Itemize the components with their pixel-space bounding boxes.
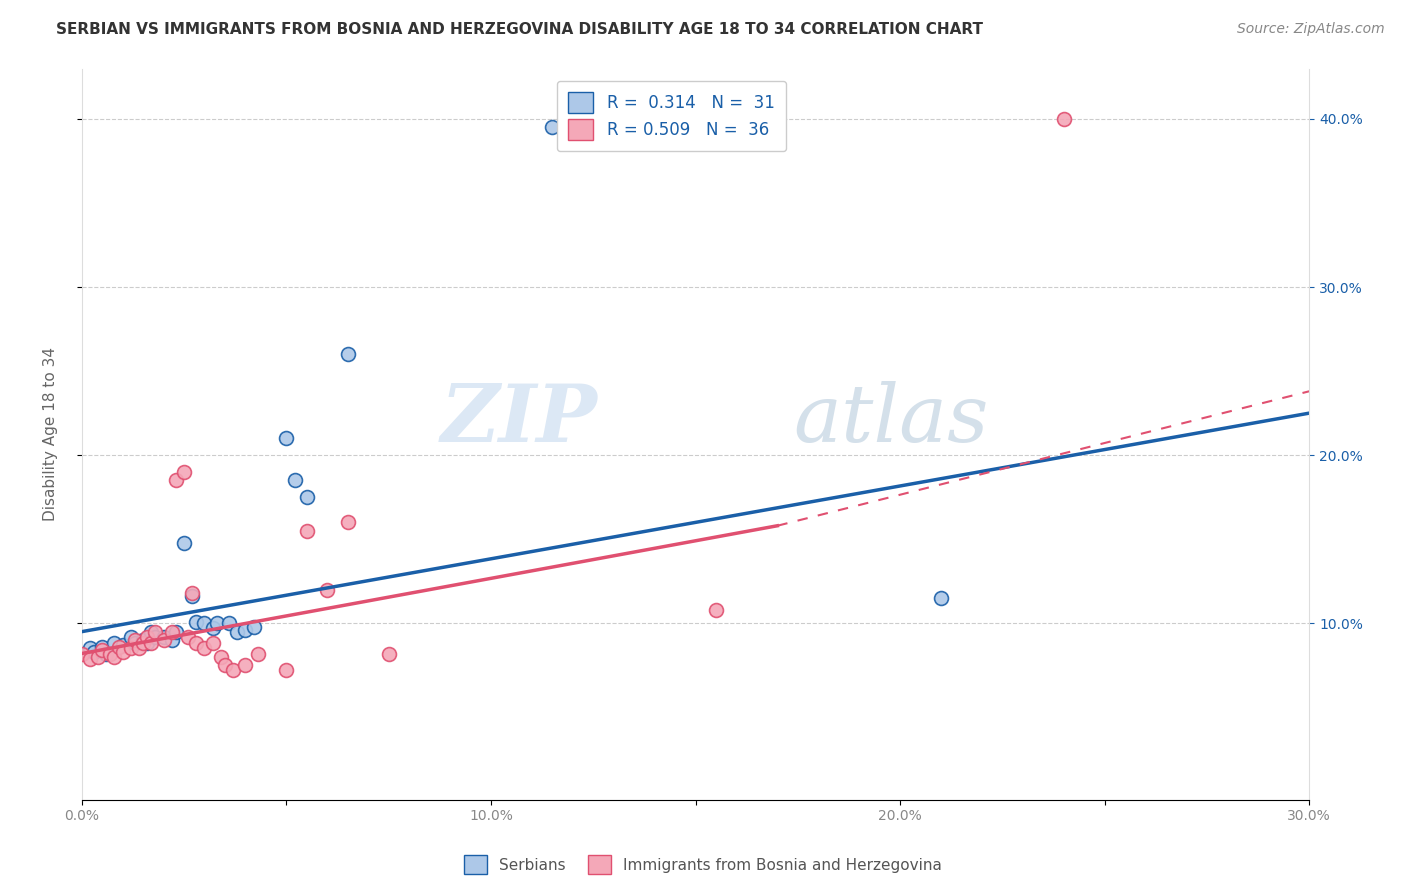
Point xyxy=(1053,112,1076,126)
Point xyxy=(181,586,204,600)
Point xyxy=(120,630,142,644)
Point xyxy=(70,647,93,661)
Point xyxy=(222,663,245,677)
Point xyxy=(132,633,155,648)
Point xyxy=(141,624,163,639)
Point xyxy=(377,647,399,661)
Legend: R =  0.314   N =  31, R = 0.509   N =  36: R = 0.314 N = 31, R = 0.509 N = 36 xyxy=(557,80,786,151)
Point xyxy=(205,616,228,631)
Point xyxy=(83,645,105,659)
Point xyxy=(136,630,159,644)
Point xyxy=(186,636,208,650)
Point xyxy=(152,630,174,644)
Point xyxy=(246,647,269,661)
Point xyxy=(165,474,187,488)
Point xyxy=(276,431,298,445)
Text: Source: ZipAtlas.com: Source: ZipAtlas.com xyxy=(1237,22,1385,37)
Point xyxy=(295,490,318,504)
Point xyxy=(103,649,125,664)
Point xyxy=(120,641,142,656)
Point xyxy=(79,641,101,656)
Point xyxy=(111,645,134,659)
Point xyxy=(929,591,952,605)
Text: atlas: atlas xyxy=(794,381,988,458)
Point xyxy=(186,615,208,629)
Point xyxy=(201,636,224,650)
Point xyxy=(145,624,167,639)
Text: ZIP: ZIP xyxy=(440,381,598,458)
Point xyxy=(316,582,339,597)
Point xyxy=(214,658,236,673)
Point xyxy=(276,663,298,677)
Point xyxy=(283,474,305,488)
Point xyxy=(152,633,174,648)
Point xyxy=(193,641,215,656)
Point xyxy=(111,638,134,652)
Point xyxy=(100,647,122,661)
Point xyxy=(173,535,195,549)
Point xyxy=(160,633,183,648)
Point xyxy=(124,636,146,650)
Point xyxy=(704,603,727,617)
Point xyxy=(107,640,129,654)
Point xyxy=(128,641,150,656)
Point xyxy=(136,636,159,650)
Point xyxy=(336,347,359,361)
Point xyxy=(336,516,359,530)
Point xyxy=(218,616,240,631)
Point xyxy=(226,624,249,639)
Point xyxy=(160,624,183,639)
Point xyxy=(181,590,204,604)
Point xyxy=(79,651,101,665)
Point xyxy=(295,524,318,538)
Point xyxy=(201,621,224,635)
Point xyxy=(91,640,114,654)
Point xyxy=(103,636,125,650)
Point xyxy=(141,636,163,650)
Point xyxy=(193,616,215,631)
Legend: Serbians, Immigrants from Bosnia and Herzegovina: Serbians, Immigrants from Bosnia and Her… xyxy=(457,849,949,880)
Text: SERBIAN VS IMMIGRANTS FROM BOSNIA AND HERZEGOVINA DISABILITY AGE 18 TO 34 CORREL: SERBIAN VS IMMIGRANTS FROM BOSNIA AND HE… xyxy=(56,22,983,37)
Point xyxy=(235,658,257,673)
Point xyxy=(541,120,564,135)
Point xyxy=(132,636,155,650)
Point xyxy=(209,649,232,664)
Point xyxy=(87,649,110,664)
Point xyxy=(242,619,264,633)
Point xyxy=(165,624,187,639)
Point xyxy=(96,647,118,661)
Point xyxy=(124,633,146,648)
Point xyxy=(173,465,195,479)
Point xyxy=(145,630,167,644)
Point xyxy=(177,630,200,644)
Point xyxy=(235,623,257,637)
Point xyxy=(91,643,114,657)
Y-axis label: Disability Age 18 to 34: Disability Age 18 to 34 xyxy=(44,347,58,521)
